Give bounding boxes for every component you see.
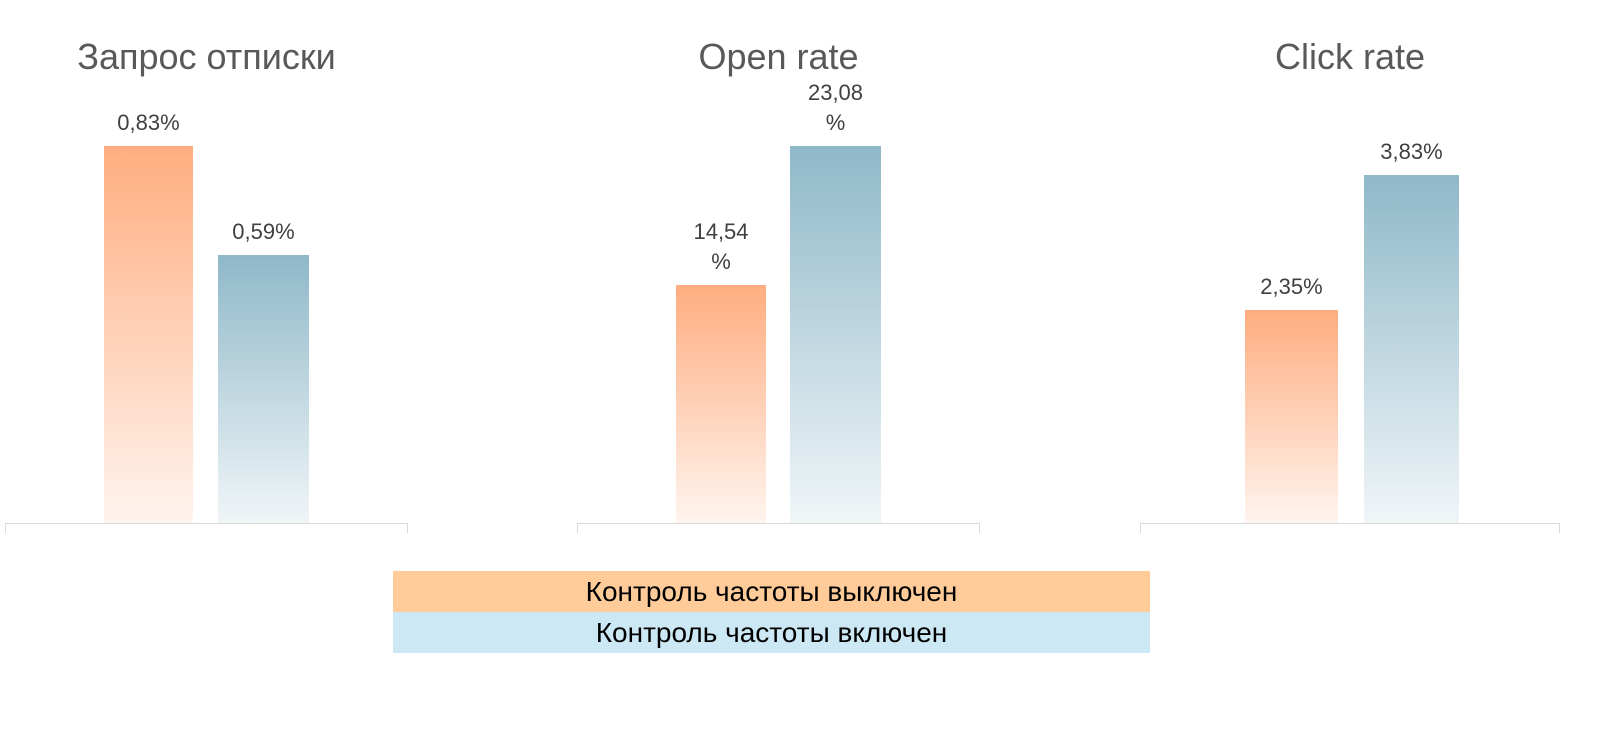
- data-label: 14,54%: [693, 219, 749, 275]
- data-label: 2,35%: [1260, 273, 1323, 299]
- data-label: 0,59%: [232, 219, 295, 244]
- chart-title: Open rate: [698, 36, 859, 77]
- chart-title: Запрос отписки: [77, 36, 336, 77]
- bar: [1364, 175, 1459, 523]
- bar: [218, 255, 309, 523]
- bar: [790, 146, 881, 523]
- bar: [676, 285, 766, 523]
- data-label: 0,83%: [117, 110, 180, 135]
- legend-item: Контроль частоты выключен: [393, 571, 1150, 612]
- legend-item: Контроль частоты включен: [393, 612, 1150, 653]
- data-label: 3,83%: [1380, 139, 1443, 165]
- data-label: 23,08%: [807, 80, 864, 135]
- bar: [1245, 309, 1338, 523]
- axis-line: [577, 523, 980, 533]
- bar: [104, 146, 193, 523]
- axis-line: [1140, 523, 1560, 533]
- axis-line: [5, 523, 408, 533]
- chart-title: Click rate: [1274, 36, 1426, 77]
